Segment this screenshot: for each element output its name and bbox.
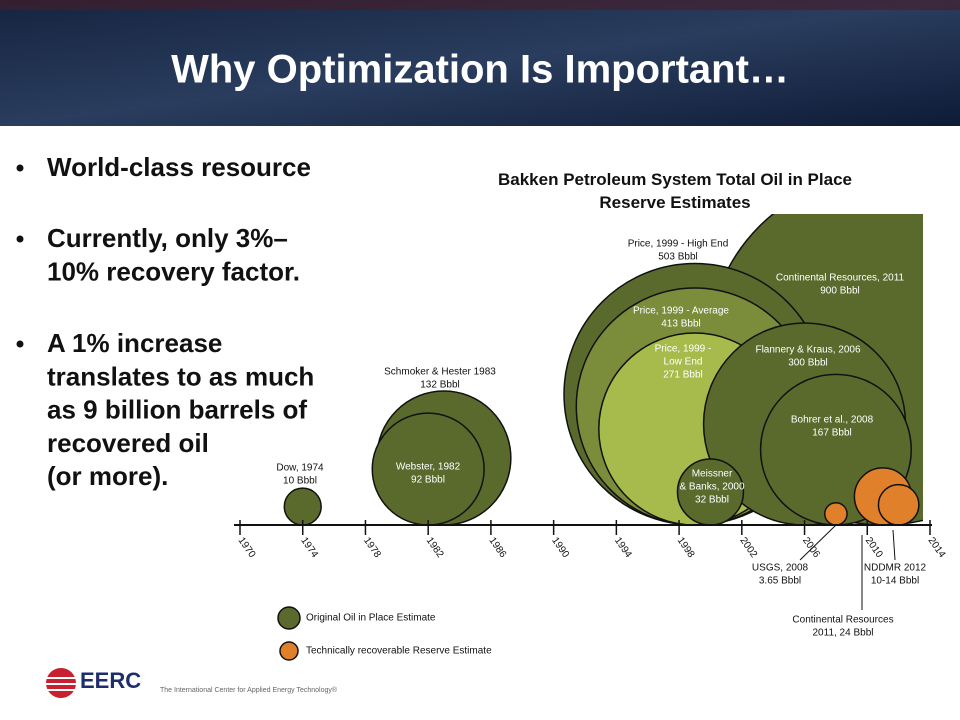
bubble-label: Low End xyxy=(664,357,703,368)
legend-swatch xyxy=(279,641,299,661)
x-tick-label: 1990 xyxy=(549,535,571,560)
x-tick-label: 1998 xyxy=(675,535,697,560)
bubbles xyxy=(283,214,923,525)
legend-swatch xyxy=(277,606,301,630)
bubble-label: Schmoker & Hester 1983 xyxy=(384,367,496,378)
bullet-text: Currently, only 3%– xyxy=(47,223,288,253)
bubble-label: NDDMR 2012 xyxy=(864,563,927,574)
x-tick-label: 1970 xyxy=(236,535,258,560)
bubble xyxy=(676,458,745,525)
tagline: The International Center for Applied Ene… xyxy=(160,686,338,694)
bubble-label: 2011, 24 Bbbl xyxy=(813,628,874,639)
bubble-label: Continental Resources, 2011 xyxy=(776,273,905,284)
leader-line xyxy=(892,529,896,561)
bubble-value: 32 Bbbl xyxy=(695,495,729,506)
bullet-text: (or more). xyxy=(47,461,168,491)
bubble-value: 10-14 Bbbl xyxy=(871,576,919,587)
x-tick-label: 1978 xyxy=(361,535,383,560)
bullet-text: translates to as much xyxy=(47,361,314,391)
bullet-text: recovered oil xyxy=(47,428,209,458)
bullet-text: A 1% increase xyxy=(47,328,222,358)
bullet-dot xyxy=(16,235,24,243)
chart-title: Bakken Petroleum System Total Oil in Pla… xyxy=(498,170,852,212)
bubble-value: 300 Bbbl xyxy=(788,358,827,369)
bubble-label: Bohrer et al., 2008 xyxy=(791,415,874,426)
bubble-label: USGS, 2008 xyxy=(752,563,809,574)
bubble-value: 900 Bbbl xyxy=(820,286,859,297)
bubble-value: 413 Bbbl xyxy=(661,319,700,330)
bubble xyxy=(877,483,920,525)
bubble-label: Price, 1999 - Average xyxy=(633,306,729,317)
logo: EERC xyxy=(46,668,141,698)
header-bg xyxy=(0,0,960,126)
bullet-text: as 9 billion barrels of xyxy=(47,395,307,425)
bubble-value: 167 Bbbl xyxy=(812,428,851,439)
bubble-label: Price, 1999 - High End xyxy=(628,239,729,250)
bubble-label: Continental Resources xyxy=(792,615,893,626)
bubble-value: 10 Bbbl xyxy=(283,476,317,487)
bubble-value: 3.65 Bbbl xyxy=(759,576,801,587)
bullet-text: World-class resource xyxy=(47,152,311,182)
x-tick-label: 1974 xyxy=(298,535,320,560)
bubble-value: 132 Bbbl xyxy=(420,380,459,391)
bubble-label: Flannery & Kraus, 2006 xyxy=(755,345,860,356)
bubble-label: Dow, 1974 xyxy=(276,463,324,474)
chart: Dow, 1974 10 Bbbl Schmoker & Hester 1983 13… xyxy=(234,214,948,661)
legend-label: Original Oil in Place Estimate xyxy=(306,613,436,624)
bullet-dot xyxy=(16,164,24,172)
bubble xyxy=(824,501,848,525)
slide-title: Why Optimization Is Important… xyxy=(171,48,789,92)
bullet-dot xyxy=(16,340,24,348)
logo-text: EERC xyxy=(80,668,141,693)
x-tick-label: 1982 xyxy=(424,535,446,560)
x-tick-label: 2002 xyxy=(737,535,759,560)
bubble-label: Meissner xyxy=(692,469,733,480)
x-tick-label: 2010 xyxy=(863,535,885,560)
x-tick-label: 1994 xyxy=(612,535,634,560)
x-tick-label: 1986 xyxy=(486,535,508,560)
bubble-label: Price, 1999 - xyxy=(655,344,712,355)
bubble-label: & Banks, 2000 xyxy=(679,482,744,493)
bubble-value: 503 Bbbl xyxy=(658,252,697,263)
leader-line xyxy=(799,524,837,561)
bubble-value: 92 Bbbl xyxy=(411,475,445,486)
legend-label: Technically recoverable Reserve Estimate xyxy=(306,646,492,657)
bubble-label: Webster, 1982 xyxy=(396,462,461,473)
bullet-text: 10% recovery factor. xyxy=(47,256,300,286)
header-band xyxy=(0,0,960,10)
bubble xyxy=(283,487,322,525)
bubble-value: 271 Bbbl xyxy=(663,370,702,381)
x-tick-label: 2014 xyxy=(926,535,948,560)
